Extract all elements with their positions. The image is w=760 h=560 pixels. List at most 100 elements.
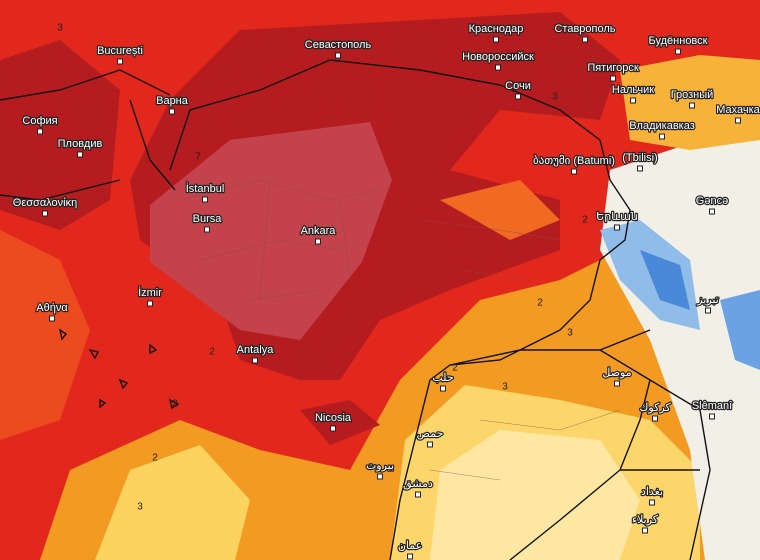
contour-label: 2 [452, 363, 458, 374]
city-label: Будённовск [649, 35, 708, 47]
field-cyprus [300, 400, 380, 445]
city-marker [709, 413, 715, 420]
country-borders [0, 59, 711, 560]
province-borders [179, 179, 621, 481]
city-label: Махачка [716, 104, 760, 116]
field-pale-yellow [430, 430, 640, 560]
city-label: Ankara [301, 225, 337, 237]
city-marker [415, 491, 421, 498]
contour-label: 3 [502, 382, 508, 393]
city-marker [495, 64, 501, 71]
city-label: București [97, 45, 143, 57]
city-label: Bursa [193, 213, 223, 225]
city-marker [652, 415, 658, 422]
city-label: Երևան [596, 211, 638, 223]
city-label: Nicosia [315, 412, 352, 424]
city-marker [582, 36, 588, 43]
city-marker [204, 226, 210, 233]
city-label: عمان [398, 540, 422, 552]
city-label: Краснодар [469, 23, 524, 35]
contour-label: 2 [537, 298, 543, 309]
city-label: كركوك [639, 402, 671, 414]
city-label: كربلاء [632, 514, 659, 526]
city-label: تبريز [696, 294, 719, 306]
city-marker [637, 165, 643, 172]
city-marker [642, 527, 648, 534]
city-label: Gəncə [696, 195, 728, 207]
city-label: Antalya [237, 344, 275, 356]
city-marker [705, 307, 711, 314]
field-dark-red-west [0, 40, 120, 230]
city-marker [735, 117, 741, 124]
city-marker [77, 151, 83, 158]
city-label: Грозный [671, 89, 714, 101]
city-marker [675, 48, 681, 55]
city-marker [330, 425, 336, 432]
city-label: بغداد [641, 486, 663, 498]
contour-label: 3 [137, 502, 143, 513]
city-marker [252, 357, 258, 364]
city-marker [614, 224, 620, 231]
city-marker [493, 36, 499, 43]
city-marker [169, 108, 175, 115]
field-blue-dark [640, 250, 690, 310]
city-marker [42, 210, 48, 217]
city-marker [117, 58, 123, 65]
city-label: Пятигорск [587, 62, 639, 74]
field-orange-red [0, 230, 90, 440]
city-label: Ставрополь [554, 23, 615, 35]
city-marker [147, 300, 153, 307]
city-label: Αθήνα [36, 302, 68, 314]
contour-label: 3 [57, 23, 63, 34]
city-marker [659, 133, 665, 140]
city-label: Slêmanî [692, 400, 733, 412]
city-marker [407, 553, 413, 560]
city-marker [202, 196, 208, 203]
city-marker [649, 499, 655, 506]
contour-label: 2 [172, 399, 178, 410]
city-marker [377, 473, 383, 480]
city-label: София [22, 115, 57, 127]
city-label: Владикавказ [629, 120, 695, 132]
city-label: بيروت [366, 460, 394, 472]
city-marker [689, 102, 695, 109]
city-marker [610, 75, 616, 82]
city-marker [614, 380, 620, 387]
city-marker [630, 97, 636, 104]
city-label: Пловдив [58, 138, 103, 150]
city-marker [49, 315, 55, 322]
field-maroon [150, 122, 392, 340]
city-label: دمشق [403, 478, 433, 491]
city-label: İstanbul [186, 182, 225, 195]
contour-label: 2 [152, 453, 158, 464]
city-marker [315, 238, 321, 245]
city-label: ბათუმი (Batumi) [533, 155, 615, 167]
city-marker [709, 208, 715, 215]
city-label: Сочи [505, 80, 531, 92]
city-label: موصل [602, 367, 631, 379]
city-marker [335, 52, 341, 59]
city-marker [571, 168, 577, 175]
city-label: حمص [417, 428, 444, 440]
city-label: Варна [156, 95, 189, 107]
contour-label: 2 [582, 215, 588, 226]
islands [58, 328, 180, 410]
city-label: İzmir [138, 286, 162, 299]
contour-label: 3 [567, 328, 573, 339]
city-label: (Tbilisi) [622, 152, 657, 164]
city-marker [427, 441, 433, 448]
field-yellow-sea [95, 445, 250, 560]
contour-label: 2 [209, 347, 215, 358]
city-marker [515, 93, 521, 100]
city-marker [37, 128, 43, 135]
contour-label: 7 [195, 152, 201, 163]
field-blue-east [720, 290, 760, 370]
city-marker [440, 385, 446, 392]
city-label: Нальчик [612, 84, 654, 96]
contour-label: 3 [552, 92, 558, 103]
city-label: حلب [432, 372, 453, 384]
city-label: Новороссийск [462, 51, 534, 63]
city-label: Севастополь [305, 39, 372, 51]
field-orange-ne-turkey [440, 180, 560, 240]
